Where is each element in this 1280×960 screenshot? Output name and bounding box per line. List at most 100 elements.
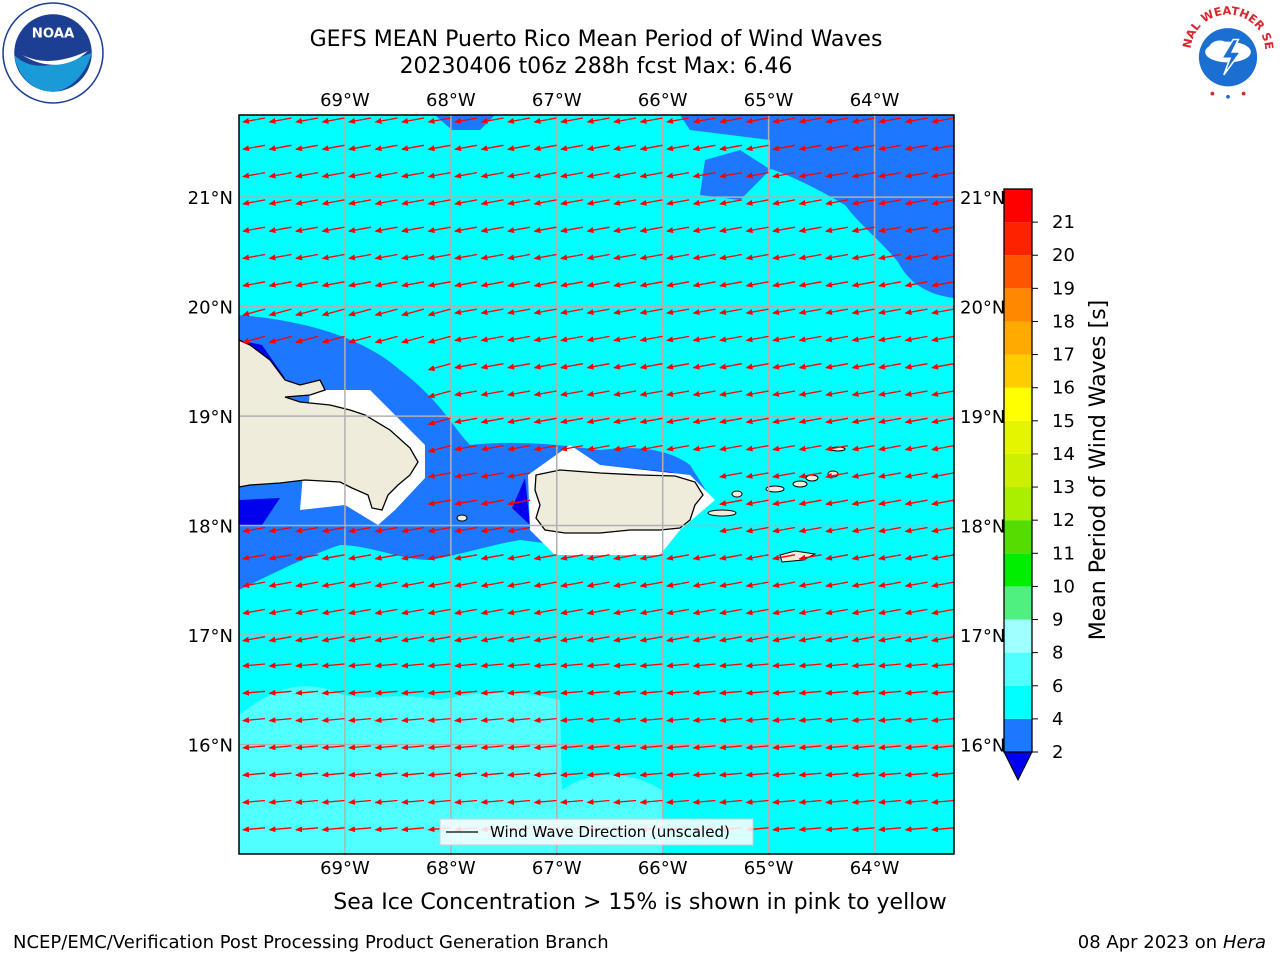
wave-arrow	[560, 581, 584, 588]
colorbar-segment	[1004, 189, 1032, 223]
wave-arrow	[772, 390, 796, 397]
wave-arrow	[825, 798, 849, 805]
wave-arrow	[931, 581, 954, 588]
wave-arrow	[586, 390, 610, 397]
lon-tick-top: 65°W	[744, 90, 794, 111]
wave-arrow	[666, 636, 690, 643]
wave-arrow	[295, 281, 319, 288]
wave-arrow	[480, 335, 504, 343]
wave-arrow	[904, 335, 928, 343]
wave-arrow	[321, 826, 345, 833]
wave-arrow	[268, 281, 292, 288]
wave-arrow	[507, 417, 531, 425]
wave-arrow	[480, 199, 504, 206]
wave-arrow	[613, 226, 637, 234]
wave-arrow	[904, 171, 928, 179]
wave-arrow	[745, 226, 769, 234]
contour-lt2-b	[239, 498, 280, 525]
wave-arrow	[745, 581, 769, 588]
wave-arrow	[242, 689, 266, 696]
wave-arrow	[692, 281, 716, 288]
wave-arrow	[268, 798, 292, 805]
wave-arrow	[507, 717, 531, 724]
wave-arrow	[401, 771, 425, 778]
wave-arrow	[851, 363, 875, 370]
wave-arrow	[798, 363, 822, 370]
wave-arrow	[692, 335, 716, 343]
wave-arrow	[560, 363, 584, 370]
wave-arrow	[878, 144, 902, 152]
wave-arrow	[904, 554, 928, 561]
wave-arrow	[454, 472, 478, 479]
wave-arrow	[295, 144, 319, 152]
wave-arrow	[242, 526, 266, 534]
wave-arrow	[533, 281, 557, 288]
wave-arrow	[586, 417, 610, 425]
wave-arrow	[268, 308, 292, 317]
wave-arrow	[586, 744, 610, 751]
wave-arrow	[931, 526, 954, 534]
wave-arrow	[348, 689, 372, 696]
island-vieques	[707, 509, 737, 517]
wave-arrow	[454, 798, 478, 805]
wave-arrow	[719, 363, 743, 370]
colorbar-segment	[1004, 420, 1032, 454]
wave-arrow	[268, 335, 292, 344]
wave-arrow	[321, 171, 345, 179]
credit-date: 08 Apr 2023 on	[1077, 932, 1218, 953]
wave-arrow	[931, 144, 954, 152]
wave-arrow	[533, 798, 557, 805]
wave-arrow	[348, 771, 372, 778]
wave-arrow	[931, 472, 954, 479]
wave-arrow	[798, 472, 822, 479]
wave-arrow	[772, 826, 796, 833]
lat-tick-left: 16°N	[188, 736, 233, 757]
wave-arrow	[374, 335, 398, 344]
wave-arrow	[533, 444, 557, 452]
wave-arrow	[480, 662, 504, 669]
colorbar-segment	[1004, 487, 1032, 521]
wave-arrow	[719, 608, 743, 616]
wave-arrow	[242, 662, 266, 669]
wave-arrow	[268, 771, 292, 778]
wave-arrow	[586, 226, 610, 234]
wave-arrow	[507, 581, 531, 588]
wave-arrow	[692, 662, 716, 669]
wave-arrow	[772, 444, 796, 452]
wave-arrow	[613, 253, 637, 261]
wave-arrow	[639, 144, 663, 152]
wave-arrow	[798, 771, 822, 778]
wave-arrow	[745, 363, 769, 370]
wave-arrow	[268, 144, 292, 152]
wave-arrow	[560, 281, 584, 288]
wave-arrow	[533, 390, 557, 397]
wave-arrow	[454, 171, 478, 179]
wave-arrow	[401, 717, 425, 724]
wave-arrow	[904, 798, 928, 805]
wave-arrow	[878, 526, 902, 534]
wave-arrow	[268, 636, 292, 643]
wave-arrow	[321, 798, 345, 805]
wave-arrow	[348, 308, 372, 317]
island-culebra	[731, 490, 743, 498]
wave-arrow	[719, 771, 743, 778]
wave-arrow	[931, 171, 954, 179]
wave-arrow	[507, 171, 531, 179]
colorbar-segment	[1004, 652, 1032, 686]
wave-arrow	[480, 171, 504, 179]
wave-arrow	[904, 581, 928, 588]
wave-arrow	[427, 199, 451, 206]
wave-arrow	[772, 335, 796, 343]
colorbar-segment	[1004, 453, 1032, 488]
colorbar-segment	[1004, 222, 1032, 256]
island-st-john	[792, 480, 808, 488]
wave-arrow	[533, 144, 557, 152]
wave-arrow	[321, 771, 345, 778]
wave-arrow	[268, 554, 292, 561]
wave-arrow	[401, 335, 425, 344]
wave-arrow	[666, 717, 690, 724]
wave-arrow	[931, 253, 954, 261]
wave-arrow	[507, 798, 531, 805]
wave-arrow	[719, 526, 743, 534]
wave-arrow	[878, 636, 902, 643]
